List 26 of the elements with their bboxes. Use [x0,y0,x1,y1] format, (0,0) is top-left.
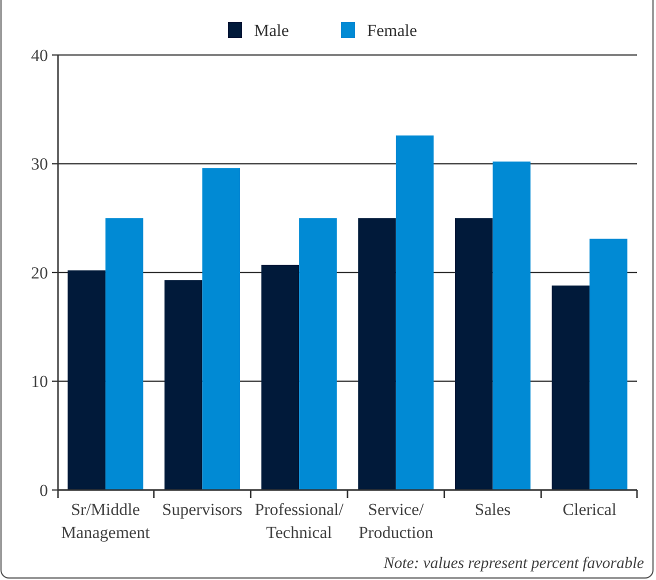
x-tick-label: Sr/Middle Management [61,500,150,542]
y-tick-label: 10 [31,372,48,392]
bar [454,218,493,490]
bar [164,280,202,490]
bar [552,286,590,490]
legend-label: Male [254,20,289,40]
bar [202,168,240,490]
y-tick-label: 40 [31,46,48,65]
x-tick-label: Professional/ Technical [254,500,344,542]
bar [299,218,337,490]
x-tick-label: Service/ Production [358,500,434,542]
x-tick-label: Supervisors [162,500,242,519]
bar [68,270,106,490]
bar [358,218,396,490]
bar [590,238,628,490]
legend-label: Female [367,20,418,40]
x-tick-label: Sales [474,500,511,519]
bar [492,162,530,490]
x-tick-label: Clerical [562,500,617,519]
y-tick-label: 0 [40,480,48,500]
bar [396,135,434,490]
bar [105,218,144,490]
y-tick-label: 20 [31,263,48,282]
bar [261,264,300,490]
y-tick-label: 30 [31,154,48,174]
text: Note: values represent percent favorable [382,555,644,572]
